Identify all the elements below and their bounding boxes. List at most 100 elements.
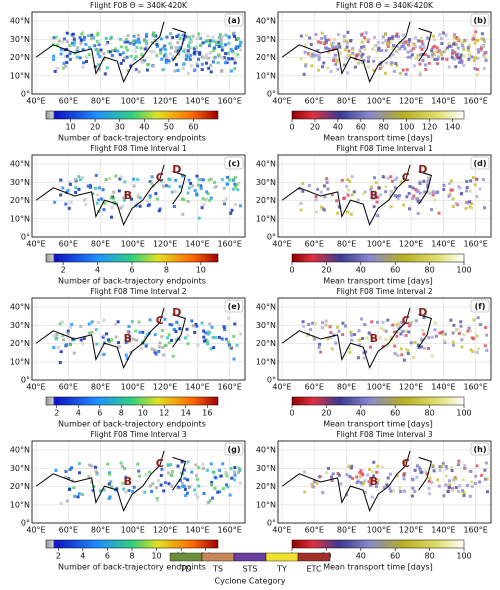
trajectory-pixel bbox=[155, 497, 159, 500]
trajectory-pixel bbox=[186, 342, 190, 346]
lon-label: 140°E bbox=[185, 240, 209, 249]
trajectory-pixel bbox=[65, 61, 69, 64]
trajectory-pixel bbox=[346, 71, 350, 75]
trajectory-pixel bbox=[229, 467, 233, 471]
trajectory-pixel bbox=[170, 338, 173, 342]
panel-title: Flight F08 Θ = 340K-420K bbox=[90, 1, 188, 10]
trajectory-pixel bbox=[114, 174, 118, 178]
trajectory-pixel bbox=[54, 337, 58, 341]
trajectory-pixel bbox=[439, 51, 443, 55]
trajectory-pixel bbox=[123, 40, 127, 44]
trajectory-pixel bbox=[476, 316, 480, 320]
trajectory-pixel bbox=[198, 52, 201, 56]
trajectory-pixel bbox=[195, 474, 199, 478]
trajectory-pixel bbox=[314, 33, 318, 37]
trajectory-pixel bbox=[437, 211, 441, 215]
trajectory-pixel bbox=[312, 485, 316, 489]
trajectory-pixel bbox=[393, 352, 397, 356]
trajectory-pixel bbox=[208, 499, 212, 503]
trajectory-pixel bbox=[94, 48, 98, 52]
trajectory-pixel bbox=[340, 178, 344, 182]
trajectory-pixel bbox=[81, 493, 84, 496]
trajectory-pixel bbox=[209, 462, 213, 466]
trajectory-pixel bbox=[127, 193, 131, 197]
trajectory-pixel bbox=[173, 190, 177, 193]
trajectory-pixel bbox=[103, 201, 107, 205]
trajectory-pixel bbox=[331, 45, 334, 48]
colorbar-tick-label: 40 bbox=[333, 123, 343, 132]
trajectory-pixel bbox=[195, 45, 198, 49]
trajectory-pixel bbox=[369, 483, 372, 487]
trajectory-pixel bbox=[170, 323, 174, 327]
trajectory-pixel bbox=[199, 36, 203, 40]
trajectory-pixel bbox=[381, 35, 385, 39]
trajectory-pixel bbox=[82, 61, 86, 65]
colorbar-tick-label: 60 bbox=[188, 123, 198, 132]
trajectory-pixel bbox=[336, 472, 340, 475]
trajectory-pixel bbox=[465, 180, 469, 183]
trajectory-pixel bbox=[54, 35, 58, 39]
trajectory-pixel bbox=[65, 343, 68, 347]
trajectory-pixel bbox=[480, 473, 484, 477]
map-background bbox=[278, 155, 491, 237]
trajectory-pixel bbox=[206, 192, 210, 196]
trajectory-pixel bbox=[161, 46, 165, 50]
trajectory-pixel bbox=[134, 329, 138, 333]
trajectory-pixel bbox=[472, 34, 476, 37]
trajectory-pixel bbox=[136, 193, 140, 197]
trajectory-pixel bbox=[148, 180, 152, 183]
lon-label: 80°E bbox=[91, 240, 110, 249]
trajectory-pixel bbox=[454, 486, 458, 490]
trajectory-pixel bbox=[334, 53, 338, 57]
trajectory-pixel bbox=[430, 208, 433, 212]
trajectory-pixel bbox=[59, 52, 63, 56]
trajectory-pixel bbox=[451, 197, 455, 201]
trajectory-pixel bbox=[314, 53, 318, 57]
trajectory-pixel bbox=[101, 335, 105, 339]
map-background bbox=[32, 441, 245, 523]
colorbar-tick-label: 60 bbox=[390, 266, 400, 275]
trajectory-pixel bbox=[216, 40, 220, 44]
trajectory-pixel bbox=[365, 336, 369, 340]
trajectory-pixel bbox=[106, 462, 110, 466]
trajectory-pixel bbox=[441, 461, 445, 465]
trajectory-pixel bbox=[401, 40, 404, 44]
trajectory-pixel bbox=[362, 351, 366, 355]
trajectory-pixel bbox=[345, 473, 349, 477]
trajectory-pixel bbox=[408, 324, 412, 328]
trajectory-pixel bbox=[319, 350, 323, 354]
trajectory-pixel bbox=[482, 66, 486, 70]
trajectory-pixel bbox=[122, 487, 126, 491]
trajectory-pixel bbox=[169, 52, 173, 56]
trajectory-pixel bbox=[236, 188, 240, 192]
trajectory-pixel bbox=[216, 490, 220, 494]
trajectory-pixel bbox=[433, 38, 436, 42]
trajectory-pixel bbox=[159, 474, 163, 477]
trajectory-pixel bbox=[404, 72, 408, 76]
trajectory-pixel bbox=[302, 470, 306, 474]
trajectory-pixel bbox=[350, 333, 353, 337]
trajectory-pixel bbox=[66, 332, 70, 336]
trajectory-pixel bbox=[64, 55, 68, 58]
lat-label: 40°N bbox=[10, 17, 30, 26]
trajectory-pixel bbox=[139, 46, 143, 50]
trajectory-pixel bbox=[320, 205, 323, 209]
trajectory-pixel bbox=[200, 321, 204, 325]
trajectory-pixel bbox=[299, 201, 303, 205]
map-panel: Flight F08 Time Interval 340°E 60°E 80°E 10… bbox=[10, 430, 246, 572]
trajectory-pixel bbox=[100, 197, 104, 201]
trajectory-pixel bbox=[479, 49, 483, 52]
trajectory-pixel bbox=[238, 468, 242, 472]
trajectory-pixel bbox=[214, 335, 218, 339]
trajectory-pixel bbox=[462, 494, 466, 498]
trajectory-pixel bbox=[362, 356, 366, 360]
trajectory-pixel bbox=[363, 491, 367, 495]
legend-entry: ETC bbox=[306, 565, 321, 574]
trajectory-pixel bbox=[133, 39, 137, 43]
trajectory-pixel bbox=[108, 340, 111, 343]
trajectory-pixel bbox=[223, 202, 226, 206]
trajectory-pixel bbox=[84, 42, 88, 46]
trajectory-pixel bbox=[57, 39, 61, 43]
map-frame bbox=[277, 440, 492, 524]
colorbar-label: Number of back-trajectory endpoints bbox=[58, 134, 206, 143]
